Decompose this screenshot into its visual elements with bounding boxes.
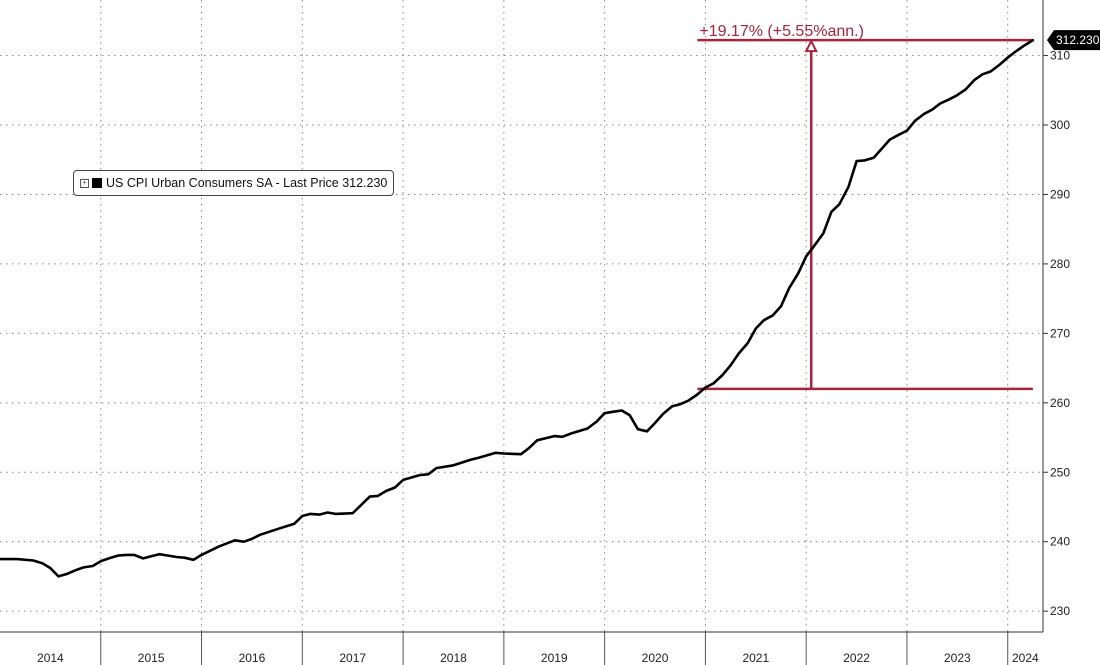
- y-tick-label: 250: [1050, 465, 1070, 479]
- x-tick-label: 2017: [339, 651, 366, 665]
- x-tick-label: 2016: [239, 651, 266, 665]
- x-tick-label: 2020: [642, 651, 669, 665]
- y-tick-label: 300: [1050, 118, 1070, 132]
- y-tick-label: 280: [1050, 257, 1070, 271]
- x-tick-label: 2023: [944, 651, 971, 665]
- y-tick-label: 310: [1050, 49, 1070, 63]
- x-tick-label: 2022: [843, 651, 870, 665]
- y-tick-label: 290: [1050, 187, 1070, 201]
- legend-swatch: [92, 178, 102, 188]
- y-tick-label: 230: [1050, 604, 1070, 618]
- x-tick-label: 2014: [37, 651, 64, 665]
- x-tick-label: 2024: [1012, 651, 1039, 665]
- annotation-arrow-head: [804, 38, 818, 53]
- x-tick-label: 2018: [440, 651, 467, 665]
- legend-series-name: US CPI Urban Consumers SA - Last Price 3…: [106, 176, 388, 190]
- legend[interactable]: + US CPI Urban Consumers SA - Last Price…: [73, 170, 395, 196]
- y-tick-label: 270: [1050, 326, 1070, 340]
- y-tick-label: 260: [1050, 396, 1070, 410]
- y-tick-label: 240: [1050, 535, 1070, 549]
- last-price-tag: [1047, 30, 1100, 51]
- series-layer: [0, 38, 1035, 578]
- cpi-series-line: [0, 38, 1035, 578]
- last-price-label: 312.230: [1056, 33, 1100, 47]
- x-tick-label: 2021: [742, 651, 769, 665]
- legend-expand-icon[interactable]: +: [80, 178, 89, 188]
- grid-layer: [0, 0, 1043, 632]
- x-tick-label: 2015: [138, 651, 165, 665]
- annotation-layer: +19.17% (+5.55%ann.): [697, 23, 1033, 391]
- x-tick-label: 2019: [541, 651, 568, 665]
- annotation-label: +19.17% (+5.55%ann.): [699, 23, 864, 40]
